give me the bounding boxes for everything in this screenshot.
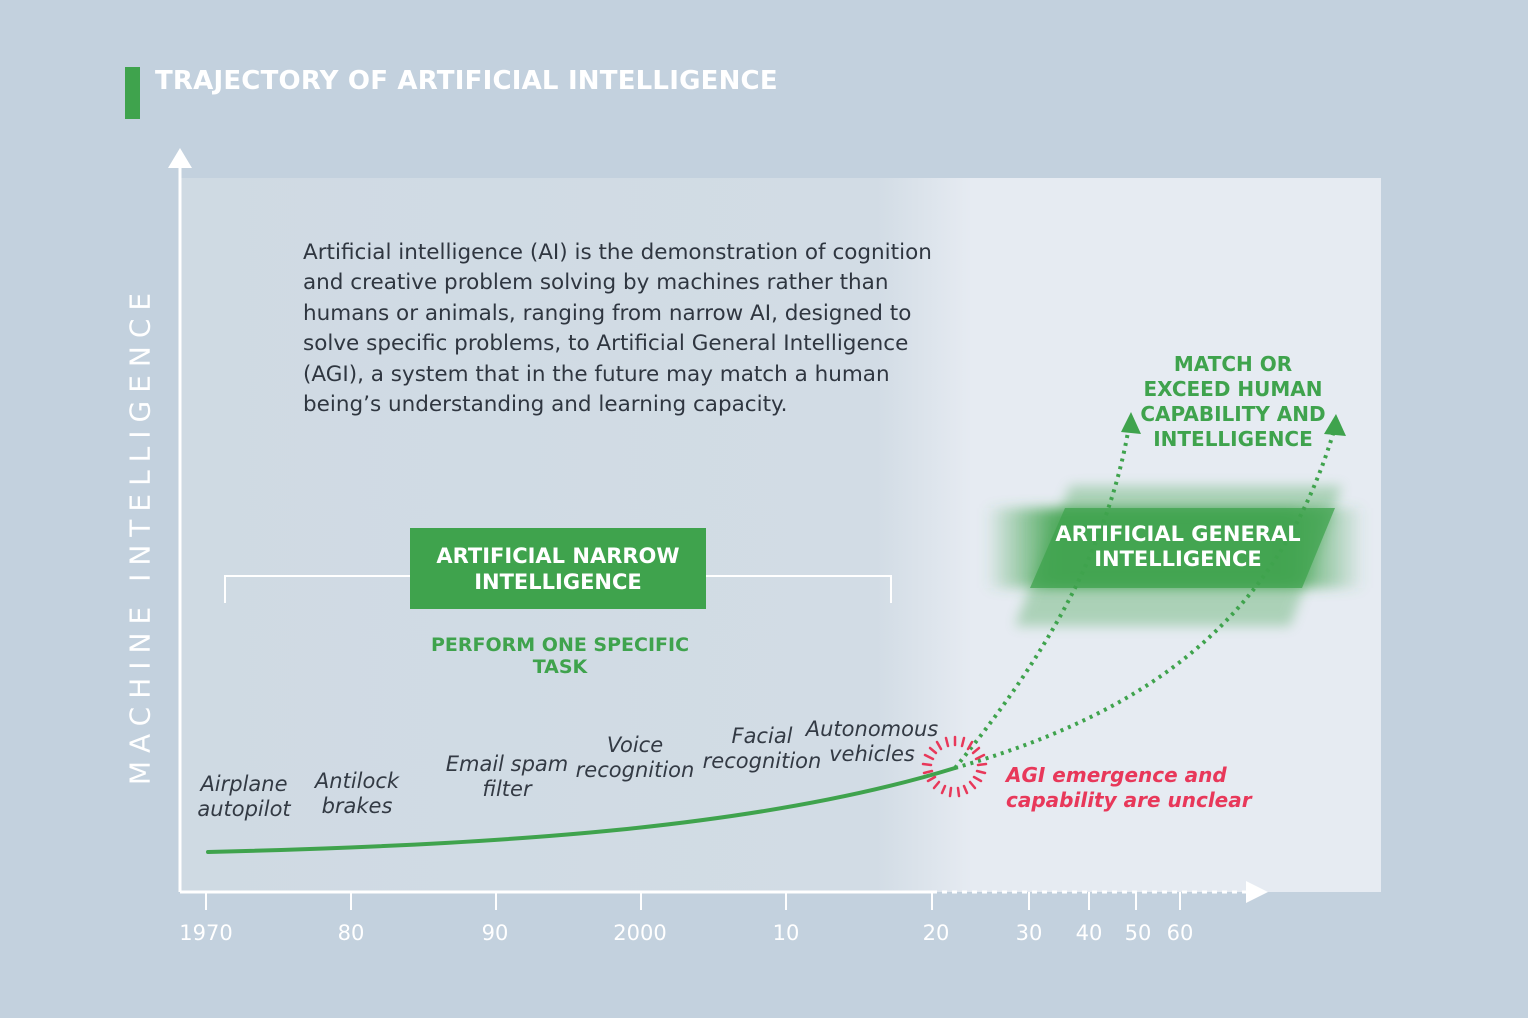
agi-trajectory-steep: [953, 412, 1141, 770]
x-tick-label: 20: [922, 921, 950, 945]
example-line: vehicles: [829, 742, 915, 766]
title-accent-bar: [125, 67, 140, 119]
x-tick-label: 10: [772, 921, 800, 945]
example-airplane-autopilot: Airplane autopilot: [164, 772, 324, 822]
example-line: Facial: [731, 724, 793, 748]
example-line: Email spam: [445, 752, 569, 776]
example-voice-recognition: Voice recognition: [555, 733, 715, 783]
example-line: filter: [482, 777, 532, 801]
agi-banner: [985, 486, 1365, 626]
page-title: TRAJECTORY OF ARTIFICIAL INTELLIGENCE: [155, 66, 778, 96]
x-axis-ticks: [205, 892, 1181, 910]
example-line: recognition: [575, 758, 695, 782]
narrow-ai-box: ARTIFICIAL NARROW INTELLIGENCE: [410, 528, 706, 609]
emergence-marker: [921, 735, 988, 798]
example-line: Voice: [606, 733, 664, 757]
intro-paragraph: Artificial intelligence (AI) is the demo…: [303, 240, 932, 418]
x-tick-label: 30: [1015, 921, 1043, 945]
example-line: brakes: [321, 794, 393, 818]
example-line: autopilot: [197, 797, 291, 821]
x-tick-label: 1970: [179, 921, 233, 945]
x-tick-label: 90: [481, 921, 509, 945]
x-axis: [180, 881, 1268, 903]
example-line: Antilock: [314, 769, 400, 793]
narrow-ai-label: ARTIFICIAL NARROW INTELLIGENCE: [436, 543, 680, 594]
x-tick-label: 80: [337, 921, 365, 945]
agi-label: ARTIFICIAL GENERAL INTELLIGENCE: [1055, 522, 1301, 571]
emergence-note: AGI emergence and capability are unclear: [1006, 763, 1252, 812]
x-tick-label: 60: [1166, 921, 1194, 945]
example-email-spam-filter: Email spam filter: [427, 752, 587, 802]
example-line: Autonomous: [805, 717, 939, 741]
narrow-ai-bracket: [224, 575, 892, 603]
example-line: recognition: [702, 749, 822, 773]
narrow-ai-subtitle: PERFORM ONE SPECIFIC TASK: [430, 634, 690, 678]
x-tick-label: 2000: [613, 921, 667, 945]
agi-trajectory-gradual: [954, 414, 1346, 770]
ai-progress-curve: [206, 766, 957, 854]
y-axis: [168, 148, 192, 892]
example-facial-recognition: Facial recognition: [682, 724, 842, 774]
example-antilock-brakes: Antilock brakes: [277, 769, 437, 819]
x-tick-label: 40: [1075, 921, 1103, 945]
agi-outcome-label: MATCH OR EXCEED HUMAN CAPABILITY AND INT…: [1140, 352, 1326, 451]
x-tick-label: 50: [1124, 921, 1152, 945]
example-line: Airplane: [200, 772, 288, 796]
example-autonomous-vehicles: Autonomous vehicles: [792, 717, 952, 767]
